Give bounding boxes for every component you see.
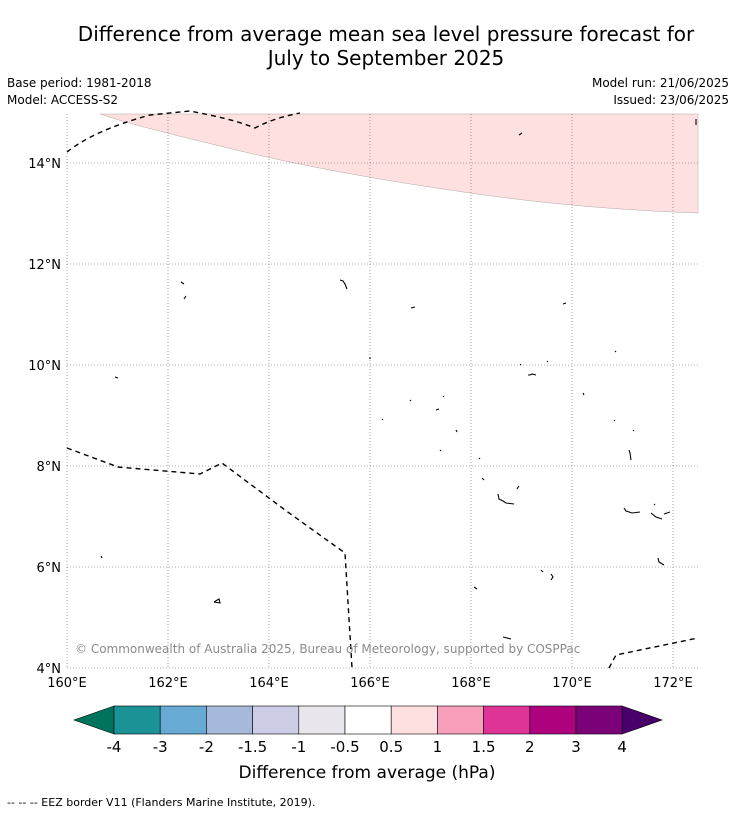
colorbar-tick-labels: -4 -3 -2 -1.5 -1 -0.5 0.5 1 1.5 2 3 4 (107, 738, 627, 756)
colorbar-segment (113, 705, 161, 735)
islands (100, 119, 697, 640)
copyright-notice: © Commonwealth of Australia 2025, Bureau… (75, 642, 580, 656)
meta-left: Base period: 1981-2018 Model: ACCESS-S2 (7, 75, 152, 109)
lon-tick-label: 170°E (552, 676, 592, 691)
lon-tick-label: 166°E (350, 676, 390, 691)
lon-tick-label: 162°E (148, 676, 188, 691)
title-line-2: July to September 2025 (267, 46, 505, 70)
island (623, 507, 671, 520)
island (528, 373, 537, 376)
colorbar-segment (344, 705, 392, 735)
colorbar-tick: -3 (153, 738, 168, 756)
colorbar (73, 705, 663, 735)
lat-tick-label: 10°N (28, 359, 61, 374)
lon-tick-label: 168°E (451, 676, 491, 691)
gridlines (66, 114, 698, 669)
eez-border-legend: -- -- -- EEZ border V11 (Flanders Marine… (7, 796, 316, 809)
island (582, 392, 585, 396)
colorbar-segment (252, 705, 300, 735)
meta-right: Model run: 21/06/2025 Issued: 23/06/2025 (592, 75, 729, 109)
colorbar-tick: 1 (433, 738, 443, 756)
eez-border-north (66, 110, 301, 153)
island (653, 503, 656, 506)
island (410, 306, 416, 309)
colorbar-segment (298, 705, 346, 735)
base-period: Base period: 1981-2018 (7, 76, 152, 90)
island (657, 557, 665, 566)
model-name: Model: ACCESS-S2 (7, 93, 119, 107)
island (435, 408, 440, 411)
colorbar-segment (390, 705, 438, 735)
colorbar-tick: 4 (617, 738, 627, 756)
colorbar-tick: 0.5 (379, 738, 403, 756)
island (497, 485, 520, 505)
island (562, 302, 567, 305)
colorbar-extend-low (73, 705, 115, 735)
colorbar-tick: -1.5 (238, 738, 267, 756)
anomaly-region-0.5-1 (99, 113, 699, 214)
island (213, 598, 221, 604)
island (473, 586, 478, 590)
colorbar-segment (437, 705, 484, 735)
colorbar-label: Difference from average (hPa) (239, 763, 496, 783)
lon-tick-label: 172°E (653, 676, 693, 691)
island (381, 418, 384, 421)
colorbar-tick: 3 (571, 738, 581, 756)
issued-date: Issued: 23/06/2025 (613, 93, 729, 107)
island (518, 132, 523, 136)
island (632, 429, 635, 432)
title-line-1: Difference from average mean sea level p… (77, 22, 695, 46)
colorbar-segment (575, 705, 623, 735)
eez-border-south-east (608, 637, 699, 669)
colorbar-tick: 2 (525, 738, 535, 756)
colorbar-tick: 1.5 (472, 738, 496, 756)
island (478, 457, 481, 460)
island (100, 555, 103, 559)
island (519, 360, 549, 366)
island (628, 449, 632, 461)
island (409, 395, 445, 402)
eez-border-middle (66, 447, 353, 669)
island (540, 569, 554, 581)
eez-borders (66, 110, 699, 669)
lat-tick-label: 4°N (37, 662, 62, 677)
chart-title: Difference from average mean sea level p… (0, 22, 736, 70)
lat-tick-label: 6°N (37, 561, 62, 576)
island (502, 636, 512, 640)
island (114, 376, 119, 379)
lat-tick-label: 14°N (28, 157, 61, 172)
lat-tick-label: 8°N (37, 460, 62, 475)
colorbar-segment (483, 705, 531, 735)
colorbar-tick: -0.5 (330, 738, 359, 756)
colorbar-segment (529, 705, 577, 735)
model-run: Model run: 21/06/2025 (591, 76, 729, 90)
island (439, 449, 442, 452)
island (180, 281, 187, 300)
colorbar-extend-high (621, 705, 663, 735)
colorbar-segment (159, 705, 207, 735)
colorbar-segment (206, 705, 253, 735)
longitude-labels: 160°E 162°E 164°E 166°E 168°E 170°E 172°E (47, 676, 693, 691)
lon-tick-label: 164°E (249, 676, 289, 691)
colorbar-tick: -4 (107, 738, 122, 756)
colorbar-tick: -2 (199, 738, 214, 756)
latitude-labels: 14°N 12°N 10°N 8°N 6°N 4°N (28, 157, 61, 677)
map-panel: © Commonwealth of Australia 2025, Bureau… (28, 110, 699, 691)
island (613, 419, 616, 422)
lon-tick-label: 160°E (47, 676, 87, 691)
island (339, 279, 348, 290)
island (614, 350, 617, 353)
lat-tick-label: 12°N (28, 258, 61, 273)
island (481, 477, 485, 481)
island (455, 429, 458, 433)
colorbar-tick: -1 (291, 738, 306, 756)
